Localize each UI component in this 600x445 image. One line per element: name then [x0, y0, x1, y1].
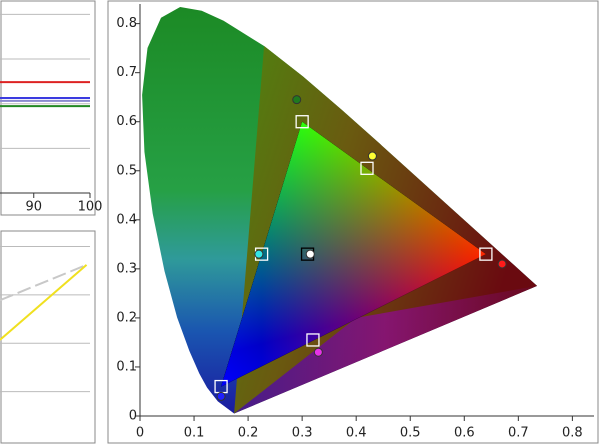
gamut-colors	[221, 121, 486, 387]
gamut-area	[142, 7, 538, 414]
y-tick-label: 0.1	[116, 359, 137, 374]
y-tick-label: 0.6	[116, 114, 137, 129]
left-bottom-panel	[0, 230, 96, 444]
measured-point	[254, 249, 264, 259]
y-tick-label: 0.4	[116, 212, 137, 227]
left-top-panel	[0, 0, 96, 216]
measured-point	[305, 249, 315, 259]
x-tick-label: 0.1	[184, 426, 205, 441]
chromaticity-plot: 0 0.1 0.2 0.3 0.4 0.5 0.6 0.7 0.8 0 0.1 0.2 0.3 0.4 0.…	[116, 4, 594, 441]
x-tick-label: 100	[78, 200, 103, 215]
x-tick-label: 0	[136, 426, 144, 441]
x-tick-label: 0.7	[508, 426, 529, 441]
measured-point	[497, 259, 507, 269]
left-top-chart: 90 100	[0, 13, 103, 215]
y-tick-label: 0.2	[116, 310, 137, 325]
measured-point	[216, 391, 226, 401]
x-tick-label: 90	[25, 200, 42, 215]
target-point	[295, 115, 309, 129]
y-tick-label: 0.3	[116, 261, 137, 276]
gamut-channel	[221, 121, 486, 387]
y-tick-label: 0.8	[116, 16, 137, 31]
locus-purple	[234, 285, 538, 414]
y-tick-label: 0.7	[116, 65, 137, 80]
series-line	[0, 264, 88, 341]
x-tick-label: 0.3	[292, 426, 313, 441]
x-tick-label: 0.5	[400, 426, 421, 441]
x-tick-label: 0.6	[454, 426, 475, 441]
measured-point	[292, 95, 302, 105]
target-point	[479, 247, 493, 261]
y-tick-label: 0	[129, 409, 137, 424]
measured-point	[313, 347, 323, 357]
x-tick-label: 0.8	[562, 426, 583, 441]
series-line	[0, 263, 87, 302]
measured-point	[367, 151, 377, 161]
x-tick-label: 0.2	[238, 426, 259, 441]
y-tick-label: 0.5	[116, 163, 137, 178]
left-bottom-chart	[0, 246, 90, 393]
target-point	[360, 161, 374, 175]
target-point	[306, 333, 320, 347]
x-tick-label: 0.4	[346, 426, 367, 441]
